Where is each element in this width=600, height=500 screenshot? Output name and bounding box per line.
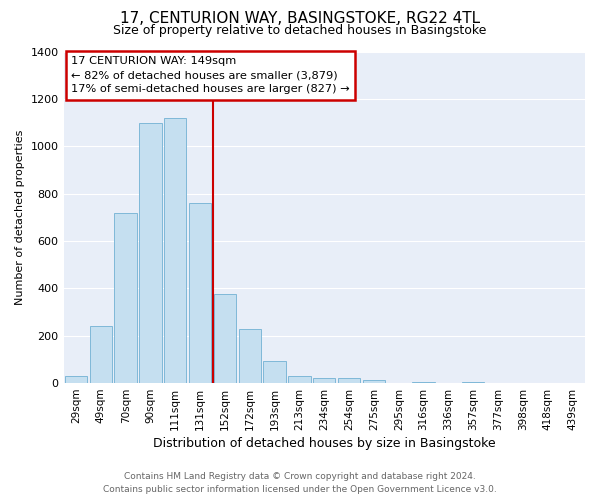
Bar [189,203,211,383]
Y-axis label: Number of detached properties: Number of detached properties [15,130,25,305]
Bar [462,382,484,383]
Bar [89,326,112,383]
Bar [338,378,360,383]
Bar [313,378,335,383]
Bar [115,212,137,383]
Bar [239,328,261,383]
Bar [164,118,187,383]
Text: Size of property relative to detached houses in Basingstoke: Size of property relative to detached ho… [113,24,487,37]
Bar [288,376,311,383]
Text: 17 CENTURION WAY: 149sqm
← 82% of detached houses are smaller (3,879)
17% of sem: 17 CENTURION WAY: 149sqm ← 82% of detach… [71,56,350,94]
Bar [412,382,435,383]
Bar [363,380,385,383]
Text: 17, CENTURION WAY, BASINGSTOKE, RG22 4TL: 17, CENTURION WAY, BASINGSTOKE, RG22 4TL [120,11,480,26]
X-axis label: Distribution of detached houses by size in Basingstoke: Distribution of detached houses by size … [153,437,496,450]
Bar [139,122,161,383]
Bar [65,376,87,383]
Bar [263,360,286,383]
Text: Contains HM Land Registry data © Crown copyright and database right 2024.
Contai: Contains HM Land Registry data © Crown c… [103,472,497,494]
Bar [214,294,236,383]
